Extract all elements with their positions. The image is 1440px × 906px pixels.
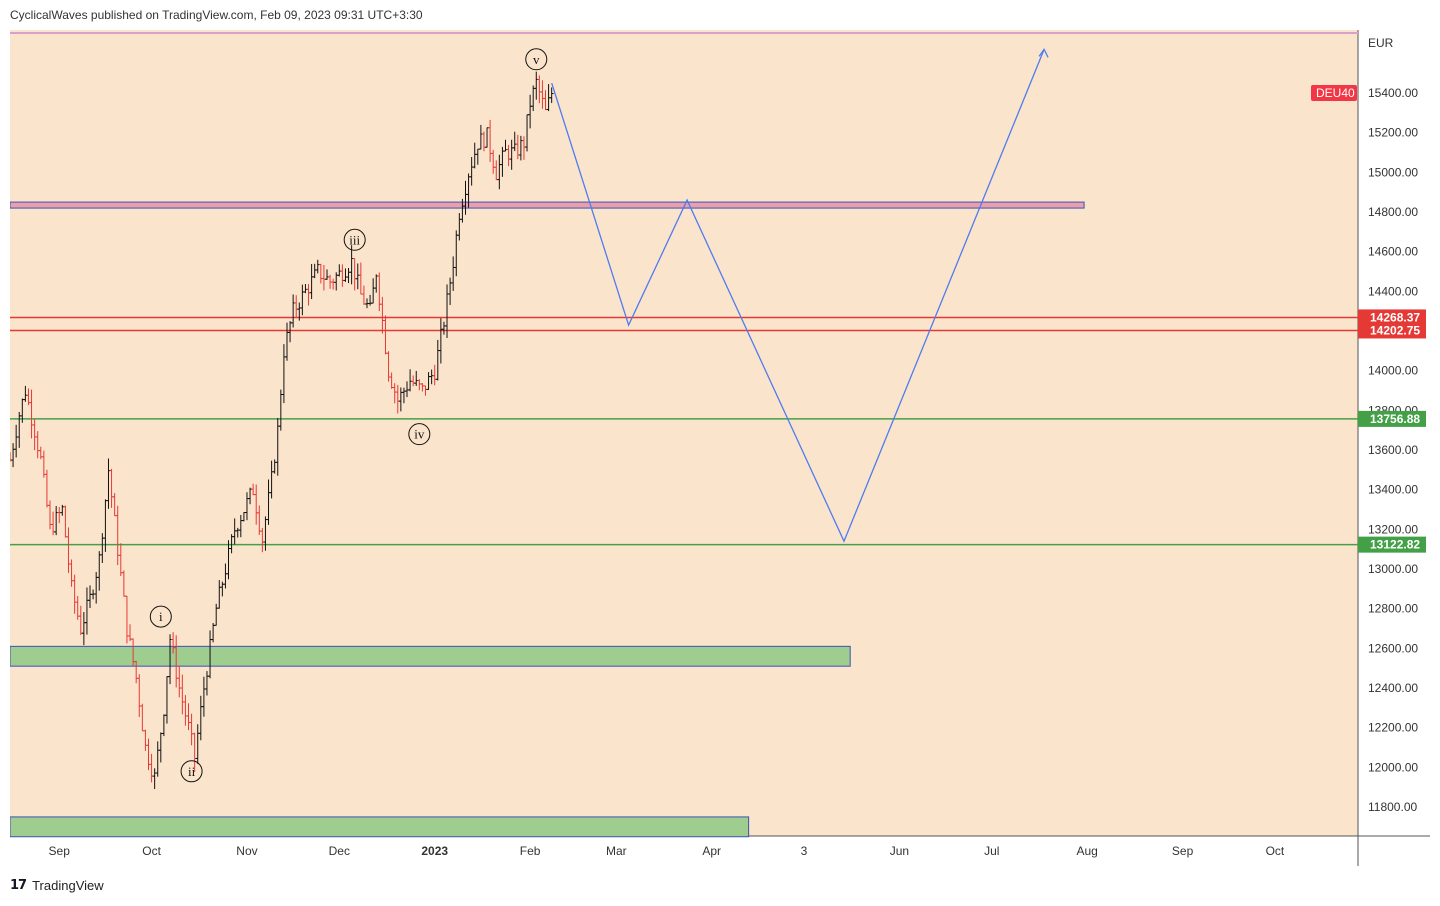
y-tick-label: 13400.00 [1368, 483, 1418, 497]
x-tick-label: Apr [702, 844, 721, 858]
x-tick-label: Jun [890, 844, 909, 858]
y-tick-label: 12600.00 [1368, 641, 1418, 655]
svg-text:14202.75: 14202.75 [1370, 323, 1420, 337]
price-chart[interactable]: 15400.00 15200.00 15000.00 14800.00 14600.00… [10, 30, 1430, 866]
tradingview-logo-icon: 17 [10, 878, 27, 893]
x-tick-label: 3 [801, 844, 808, 858]
x-tick-label: Sep [49, 844, 71, 858]
x-tick-label: 2023 [421, 844, 448, 858]
x-tick-label: Mar [606, 844, 627, 858]
y-tick-label: 13000.00 [1368, 562, 1418, 576]
candles [10, 71, 554, 790]
candle [549, 87, 554, 104]
y-tick-label: 13600.00 [1368, 443, 1418, 457]
zone-2 [10, 816, 750, 838]
svg-text:13122.82: 13122.82 [1370, 538, 1420, 552]
y-tick-label: 14400.00 [1368, 284, 1418, 298]
svg-text:v: v [533, 52, 540, 67]
y-tick-label: 12200.00 [1368, 721, 1418, 735]
y-tick-label: 12400.00 [1368, 681, 1418, 695]
footer: 17 TradingView [10, 878, 104, 893]
y-tick-label: 14000.00 [1368, 364, 1418, 378]
currency-label: EUR [1368, 36, 1394, 50]
chart-background [10, 30, 1358, 836]
svg-text:iv: iv [414, 427, 425, 442]
level-tag-2: 13756.88 [1358, 410, 1426, 427]
y-tick-label: 13200.00 [1368, 522, 1418, 536]
y-tick-label: 12000.00 [1368, 760, 1418, 774]
y-tick-label: 12800.00 [1368, 602, 1418, 616]
svg-text:13756.88: 13756.88 [1370, 412, 1420, 426]
x-tick-label: Aug [1076, 844, 1097, 858]
x-tick-label: Oct [1266, 844, 1285, 858]
y-tick-label: 14600.00 [1368, 245, 1418, 259]
svg-text:14268.37: 14268.37 [1370, 310, 1420, 324]
symbol-tag: DEU40 [1311, 85, 1357, 101]
projection-path [551, 49, 1045, 543]
wave-label-iv: iv [408, 423, 431, 446]
svg-text:DEU40: DEU40 [1316, 86, 1355, 100]
zone-1 [10, 645, 851, 667]
wave-label-iii: iii [343, 228, 366, 251]
projection-arrowhead [1038, 48, 1049, 58]
y-tick-label: 15000.00 [1368, 165, 1418, 179]
zone-0 [10, 201, 1085, 209]
x-tick-label: Oct [142, 844, 161, 858]
y-tick-label: 15400.00 [1368, 86, 1418, 100]
level-tag-3: 13122.82 [1358, 536, 1426, 553]
x-tick-label: Nov [236, 844, 257, 858]
svg-text:iii: iii [349, 232, 360, 247]
footer-brand[interactable]: TradingView [32, 878, 104, 893]
x-tick-label: Dec [329, 844, 350, 858]
y-tick-label: 15200.00 [1368, 126, 1418, 140]
x-tick-label: Feb [520, 844, 541, 858]
x-tick-label: Sep [1172, 844, 1194, 858]
y-tick-label: 14800.00 [1368, 205, 1418, 219]
publish-info: CyclicalWaves published on TradingView.c… [10, 8, 423, 22]
level-tag-0: 14268.37 [1358, 309, 1426, 326]
x-tick-label: Jul [984, 844, 999, 858]
wave-label-ii: ii [180, 760, 203, 783]
price-axis [1358, 30, 1430, 836]
wave-label-i: i [149, 605, 172, 628]
y-tick-label: 11800.00 [1368, 800, 1417, 814]
level-tag-1: 14202.75 [1358, 322, 1426, 339]
wave-label-v: v [525, 48, 548, 71]
chart-area[interactable]: 15400.00 15200.00 15000.00 14800.00 14600.00… [10, 30, 1430, 866]
svg-text:ii: ii [188, 764, 196, 779]
svg-text:i: i [159, 609, 163, 624]
